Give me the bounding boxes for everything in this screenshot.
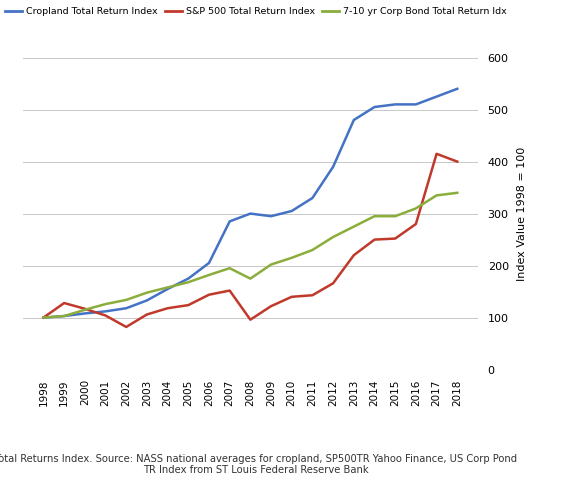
7-10 yr Corp Bond Total Return Idx <box>454 190 461 196</box>
Line: Cropland Total Return Index: Cropland Total Return Index <box>43 89 457 318</box>
7-10 yr Corp Bond Total Return Idx <box>329 234 336 240</box>
S&P 500 Total Return Index <box>81 306 88 312</box>
Line: S&P 500 Total Return Index: S&P 500 Total Return Index <box>43 154 457 327</box>
S&P 500 Total Return Index <box>309 292 316 298</box>
7-10 yr Corp Bond Total Return Idx <box>371 213 378 219</box>
7-10 yr Corp Bond Total Return Idx <box>81 307 88 312</box>
Y-axis label: Index Value 1998 = 100: Index Value 1998 = 100 <box>517 146 527 281</box>
Cropland Total Return Index <box>143 298 150 303</box>
Cropland Total Return Index <box>123 305 130 311</box>
S&P 500 Total Return Index <box>123 324 130 330</box>
7-10 yr Corp Bond Total Return Idx <box>267 262 274 267</box>
7-10 yr Corp Bond Total Return Idx <box>40 315 47 321</box>
Cropland Total Return Index <box>185 276 192 281</box>
Cropland Total Return Index <box>309 195 316 201</box>
S&P 500 Total Return Index <box>329 280 336 286</box>
Cropland Total Return Index <box>164 286 171 292</box>
S&P 500 Total Return Index <box>433 151 440 156</box>
S&P 500 Total Return Index <box>164 305 171 311</box>
Cropland Total Return Index <box>329 164 336 169</box>
Cropland Total Return Index <box>226 218 233 224</box>
7-10 yr Corp Bond Total Return Idx <box>413 205 419 211</box>
7-10 yr Corp Bond Total Return Idx <box>247 276 254 281</box>
Cropland Total Return Index <box>392 101 399 107</box>
S&P 500 Total Return Index <box>247 317 254 323</box>
Text: Total Returns Index. Source: NASS national averages for cropland, SP500TR Yahoo : Total Returns Index. Source: NASS nation… <box>0 454 518 475</box>
S&P 500 Total Return Index <box>102 312 109 318</box>
S&P 500 Total Return Index <box>392 236 399 241</box>
7-10 yr Corp Bond Total Return Idx <box>123 297 130 303</box>
S&P 500 Total Return Index <box>143 312 150 317</box>
S&P 500 Total Return Index <box>226 288 233 293</box>
S&P 500 Total Return Index <box>40 315 47 321</box>
7-10 yr Corp Bond Total Return Idx <box>61 313 68 319</box>
7-10 yr Corp Bond Total Return Idx <box>185 279 192 285</box>
Cropland Total Return Index <box>81 311 88 316</box>
Cropland Total Return Index <box>267 213 274 219</box>
Cropland Total Return Index <box>454 86 461 92</box>
S&P 500 Total Return Index <box>413 221 419 227</box>
7-10 yr Corp Bond Total Return Idx <box>433 192 440 198</box>
S&P 500 Total Return Index <box>351 252 357 258</box>
Cropland Total Return Index <box>288 208 295 214</box>
Cropland Total Return Index <box>102 309 109 314</box>
7-10 yr Corp Bond Total Return Idx <box>309 247 316 253</box>
Cropland Total Return Index <box>413 101 419 107</box>
Cropland Total Return Index <box>433 94 440 99</box>
S&P 500 Total Return Index <box>288 294 295 300</box>
7-10 yr Corp Bond Total Return Idx <box>143 290 150 296</box>
7-10 yr Corp Bond Total Return Idx <box>392 213 399 219</box>
Cropland Total Return Index <box>61 313 68 319</box>
S&P 500 Total Return Index <box>454 159 461 165</box>
Cropland Total Return Index <box>40 315 47 321</box>
Cropland Total Return Index <box>371 104 378 110</box>
7-10 yr Corp Bond Total Return Idx <box>226 265 233 271</box>
7-10 yr Corp Bond Total Return Idx <box>351 224 357 229</box>
S&P 500 Total Return Index <box>61 300 68 306</box>
7-10 yr Corp Bond Total Return Idx <box>102 301 109 307</box>
7-10 yr Corp Bond Total Return Idx <box>205 272 212 278</box>
7-10 yr Corp Bond Total Return Idx <box>164 285 171 290</box>
7-10 yr Corp Bond Total Return Idx <box>288 255 295 261</box>
Line: 7-10 yr Corp Bond Total Return Idx: 7-10 yr Corp Bond Total Return Idx <box>43 193 457 318</box>
S&P 500 Total Return Index <box>185 302 192 308</box>
S&P 500 Total Return Index <box>205 292 212 298</box>
Cropland Total Return Index <box>247 211 254 216</box>
S&P 500 Total Return Index <box>371 237 378 242</box>
Cropland Total Return Index <box>351 117 357 123</box>
Cropland Total Return Index <box>205 260 212 266</box>
S&P 500 Total Return Index <box>267 303 274 309</box>
Legend: Cropland Total Return Index, S&P 500 Total Return Index, 7-10 yr Corp Bond Total: Cropland Total Return Index, S&P 500 Tot… <box>5 7 507 16</box>
